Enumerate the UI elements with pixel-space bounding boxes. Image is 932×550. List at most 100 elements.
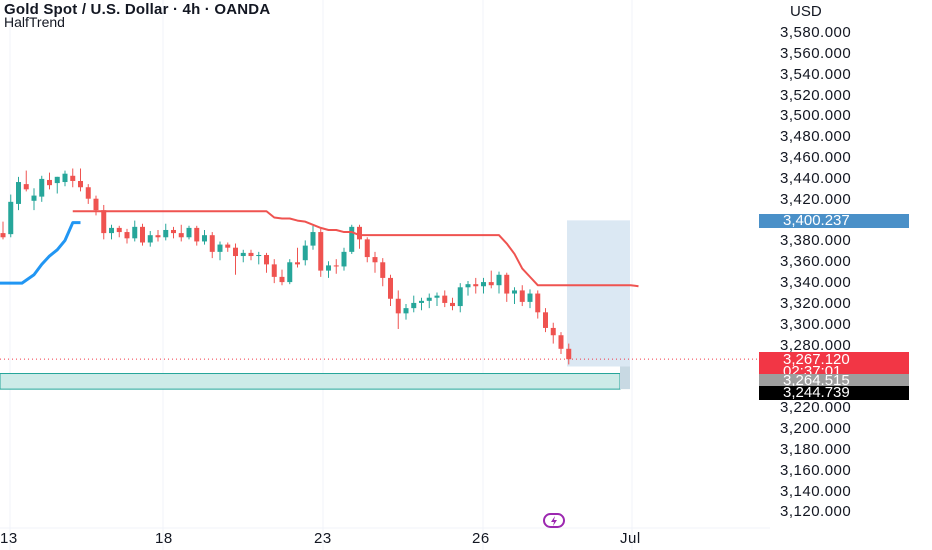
y-tick-label: 3,280.000 bbox=[780, 336, 852, 354]
candle-body bbox=[155, 235, 161, 238]
y-tick-label: 3,160.000 bbox=[780, 461, 852, 479]
candle-body bbox=[457, 287, 463, 307]
y-tick-label: 3,580.000 bbox=[780, 24, 852, 41]
candle-body bbox=[70, 175, 76, 181]
candle-body bbox=[62, 173, 68, 183]
candle-body bbox=[341, 251, 347, 267]
candle-body bbox=[163, 229, 169, 238]
candle-body bbox=[171, 229, 176, 234]
candle-body bbox=[318, 232, 324, 271]
candle-body bbox=[279, 276, 285, 283]
candle-body bbox=[512, 290, 517, 294]
candle-body bbox=[101, 210, 107, 234]
candle-body bbox=[302, 245, 308, 261]
candlestick-series bbox=[0, 168, 572, 365]
y-tick-label: 3,480.000 bbox=[780, 128, 852, 146]
candle-body bbox=[47, 179, 52, 186]
y-tick-label: 3,220.000 bbox=[780, 399, 852, 417]
candle-body bbox=[93, 198, 99, 211]
candle-body bbox=[310, 232, 316, 246]
y-tick-label: 3,420.000 bbox=[780, 190, 852, 208]
grid-lines bbox=[0, 0, 770, 550]
y-tick-label: 3,340.000 bbox=[780, 274, 852, 292]
y-tick-label: 3,320.000 bbox=[780, 294, 852, 312]
candle-body bbox=[450, 302, 455, 307]
candle-body bbox=[194, 227, 200, 242]
candle-body bbox=[411, 302, 417, 309]
y-tick-label: 3,520.000 bbox=[780, 86, 852, 104]
support-zone-box[interactable] bbox=[0, 373, 621, 390]
candle-body bbox=[419, 300, 424, 303]
candle-body bbox=[426, 297, 432, 301]
x-tick-label: 13 bbox=[0, 530, 18, 547]
candle-body bbox=[54, 176, 60, 184]
y-tick-label: 3,440.000 bbox=[780, 169, 852, 187]
candle-body bbox=[16, 182, 21, 204]
candle-body bbox=[287, 262, 293, 283]
candle-body bbox=[326, 265, 331, 271]
candle-body bbox=[178, 233, 184, 238]
last-price-tag: 3,267.120 bbox=[759, 352, 909, 367]
y-tick-label: 3,500.000 bbox=[780, 107, 852, 125]
y-tick-label: 3,360.000 bbox=[780, 253, 852, 271]
candle-body bbox=[333, 265, 339, 267]
candle-body bbox=[295, 262, 300, 265]
candle-body bbox=[271, 264, 277, 277]
candle-body bbox=[186, 227, 192, 238]
candle-body bbox=[23, 184, 29, 190]
candle-body bbox=[465, 284, 471, 288]
candle-body bbox=[558, 335, 564, 349]
candle-body bbox=[403, 308, 409, 314]
candle-body bbox=[256, 254, 262, 257]
candle-body bbox=[248, 252, 254, 257]
candle-body bbox=[140, 226, 145, 243]
candle-body bbox=[566, 348, 572, 360]
x-tick-label: 18 bbox=[155, 530, 173, 547]
candle-body bbox=[434, 295, 440, 298]
candle-body bbox=[147, 235, 153, 243]
y-tick-label: 3,560.000 bbox=[780, 44, 852, 62]
y-tick-label: 3,200.000 bbox=[780, 420, 852, 438]
projection-box[interactable] bbox=[567, 220, 630, 367]
indicator-label: HalfTrend bbox=[4, 14, 65, 30]
candle-body bbox=[78, 180, 83, 188]
candle-body bbox=[240, 252, 246, 257]
currency-label[interactable]: USD bbox=[790, 3, 822, 20]
candle-body bbox=[85, 187, 91, 199]
candle-body bbox=[388, 277, 393, 299]
candle-body bbox=[217, 244, 223, 252]
candle-body bbox=[357, 226, 362, 240]
candle-body bbox=[519, 290, 525, 302]
candle-body bbox=[372, 257, 378, 263]
halftrend-down-line bbox=[72, 210, 639, 288]
candle-body bbox=[225, 244, 231, 248]
candle-body bbox=[395, 298, 401, 314]
candle-body bbox=[481, 282, 486, 287]
y-tick-label: 3,380.000 bbox=[780, 232, 852, 250]
y-tick-label: 3,540.000 bbox=[780, 65, 852, 83]
candle-body bbox=[349, 226, 355, 252]
y-tick-label: 3,180.000 bbox=[780, 440, 852, 458]
candle-body bbox=[124, 232, 130, 239]
chart-title: Gold Spot / U.S. Dollar · 4h · OANDA bbox=[4, 1, 271, 18]
y-tick-label: 3,300.000 bbox=[780, 315, 852, 333]
candle-body bbox=[39, 178, 45, 197]
candle-body bbox=[364, 239, 370, 258]
halftrend-up-line bbox=[0, 221, 81, 285]
candle-body bbox=[0, 233, 6, 238]
lightning-icon[interactable] bbox=[543, 513, 565, 528]
candle-body bbox=[264, 254, 269, 265]
candle-body bbox=[202, 235, 207, 242]
candle-body bbox=[209, 235, 215, 252]
candle-body bbox=[504, 274, 510, 294]
low-price-tag: 3,244.739 bbox=[759, 385, 909, 400]
candle-body bbox=[473, 284, 479, 287]
candle-body bbox=[442, 295, 448, 303]
x-tick-label: 26 bbox=[472, 530, 490, 547]
candle-body bbox=[233, 247, 238, 257]
mid-price-tag: 3,264.515 bbox=[759, 373, 909, 388]
candle-body bbox=[116, 227, 122, 233]
candle-body bbox=[8, 201, 14, 235]
y-tick-label: 3,140.000 bbox=[780, 482, 852, 500]
